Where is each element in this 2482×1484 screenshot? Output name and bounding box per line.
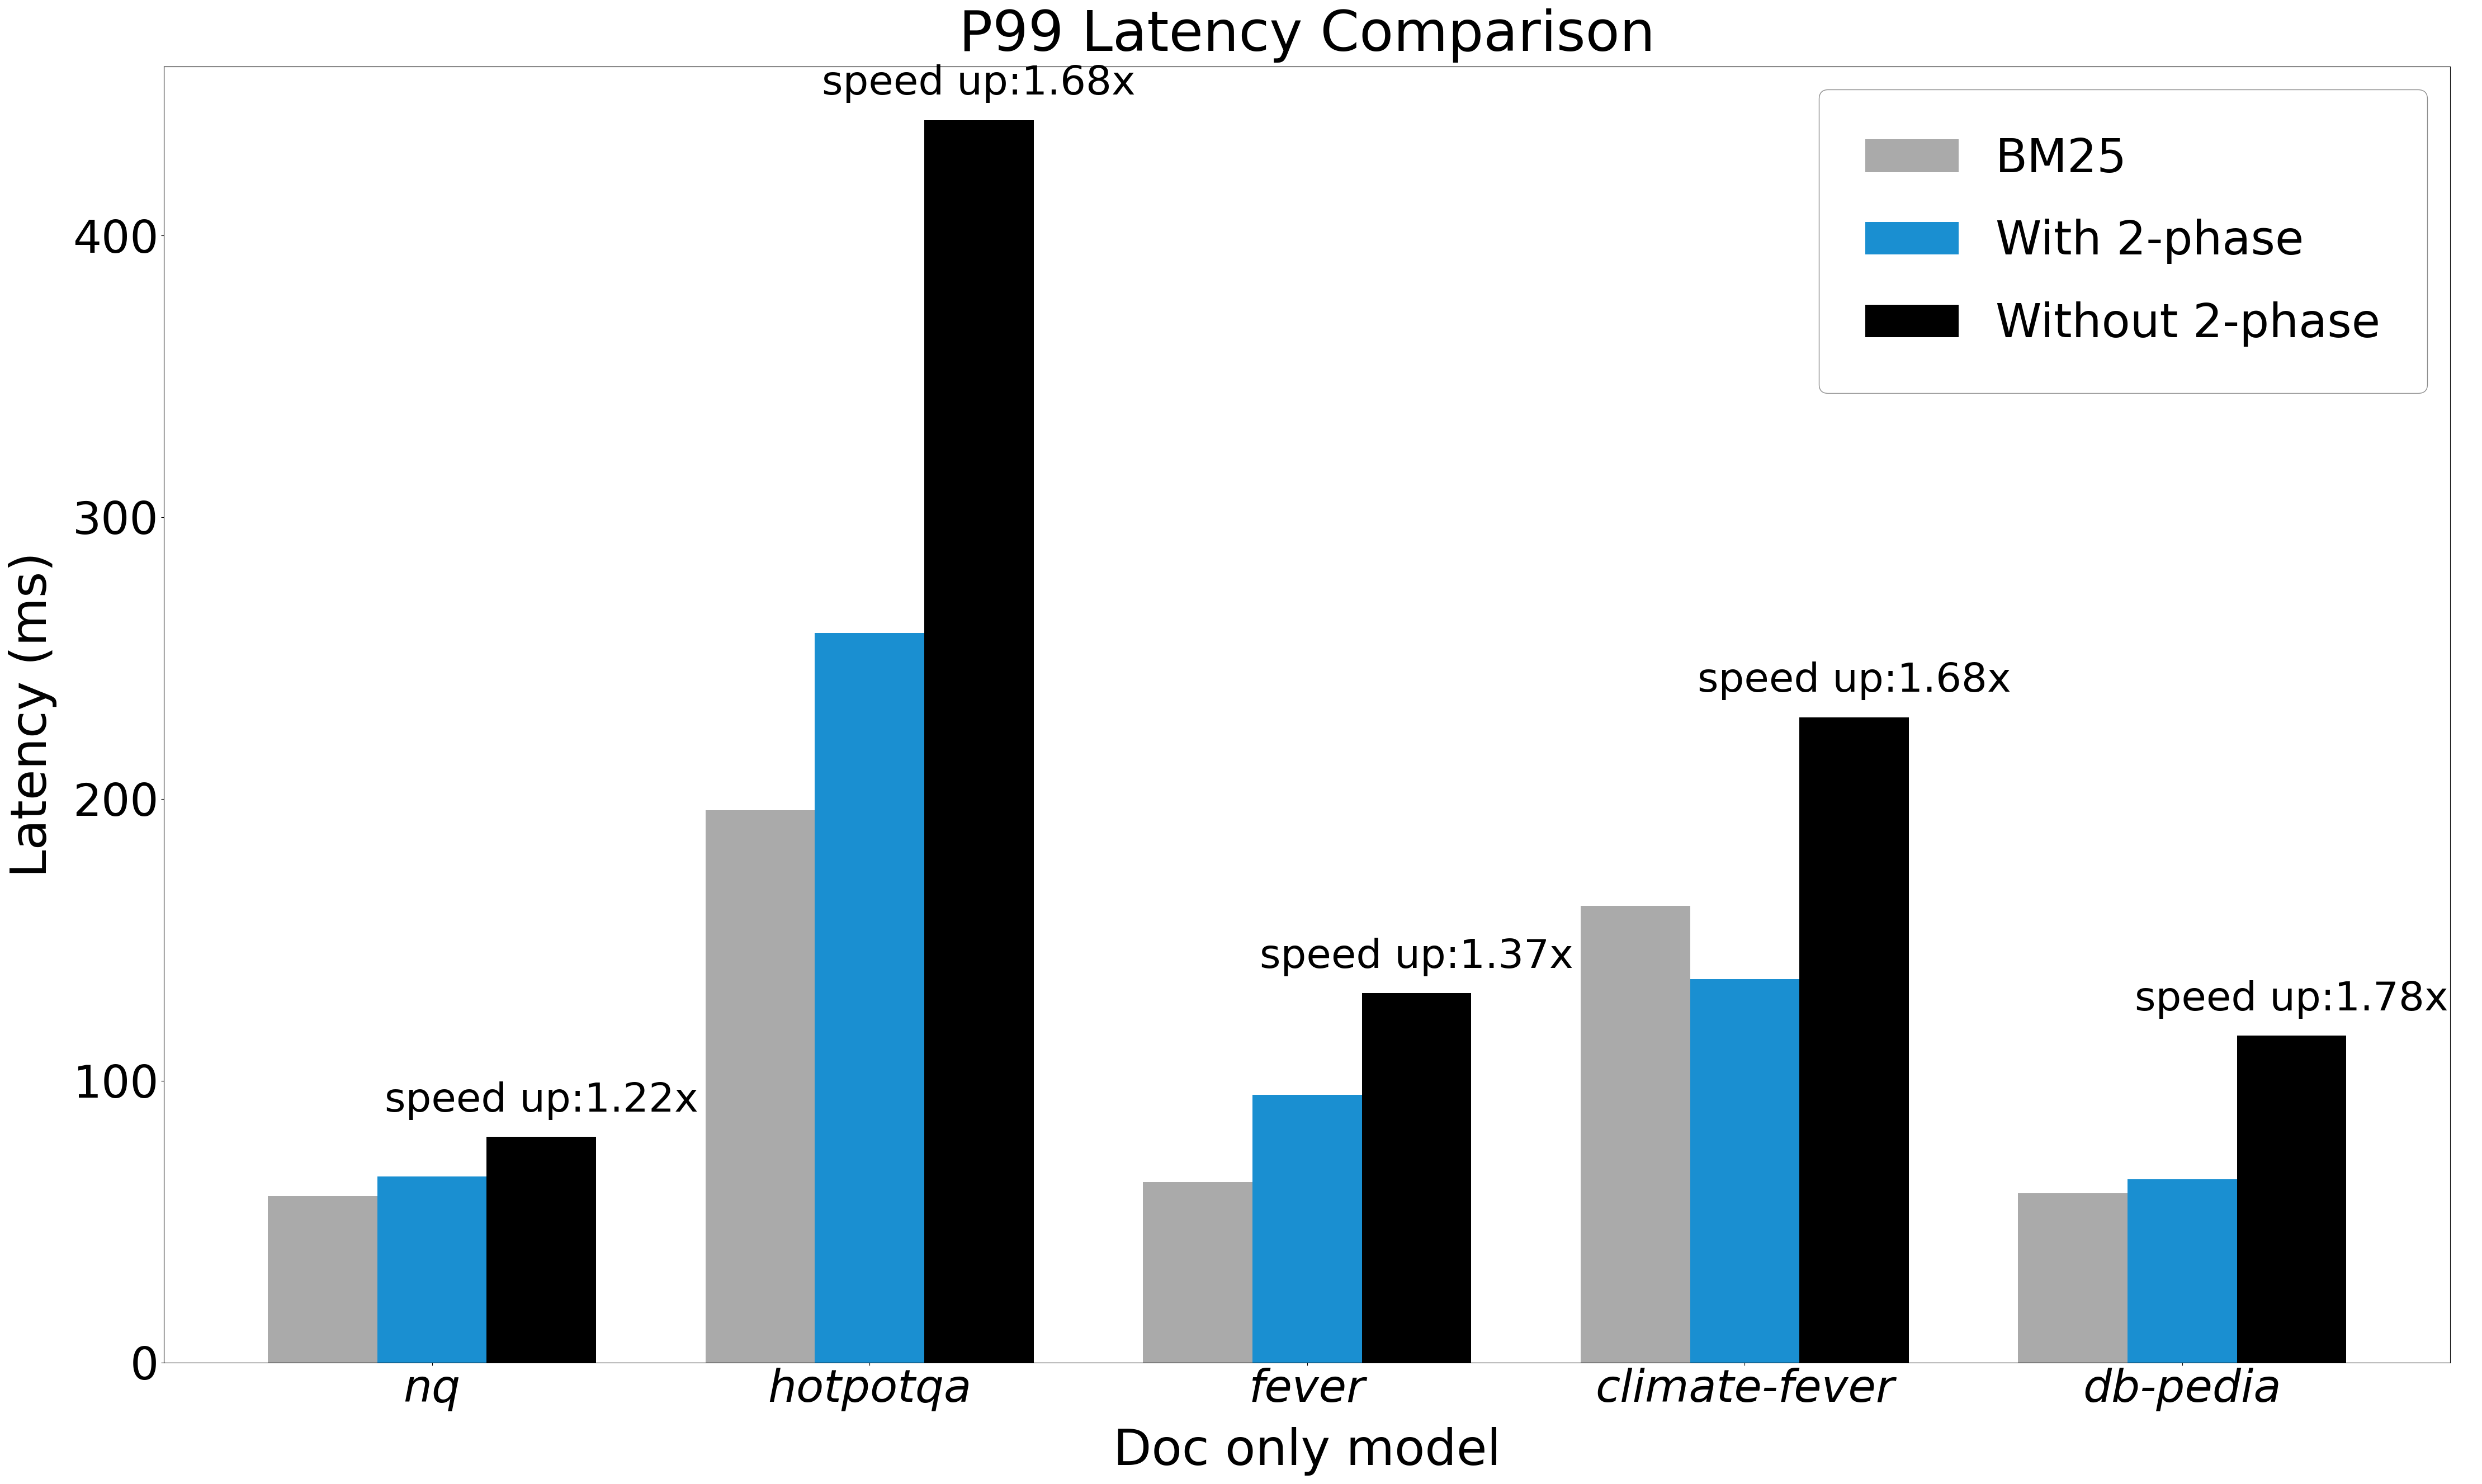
Bar xyxy=(814,632,923,1362)
Bar xyxy=(2018,1193,2127,1362)
Bar xyxy=(1144,1183,1253,1362)
Bar xyxy=(2127,1180,2236,1362)
Y-axis label: Latency (ms): Latency (ms) xyxy=(7,552,57,877)
Bar xyxy=(1690,979,1799,1362)
X-axis label: Doc only model: Doc only model xyxy=(1114,1428,1502,1475)
Bar xyxy=(705,810,814,1362)
Bar xyxy=(1363,993,1472,1362)
Text: speed up:1.78x: speed up:1.78x xyxy=(2135,979,2447,1018)
Bar xyxy=(486,1137,596,1362)
Bar xyxy=(2236,1036,2345,1362)
Bar xyxy=(1581,905,1690,1362)
Text: speed up:1.68x: speed up:1.68x xyxy=(1698,662,2010,700)
Bar xyxy=(1799,717,1909,1362)
Text: speed up:1.68x: speed up:1.68x xyxy=(822,64,1137,102)
Bar xyxy=(377,1177,486,1362)
Bar xyxy=(1253,1095,1363,1362)
Title: P99 Latency Comparison: P99 Latency Comparison xyxy=(958,9,1655,62)
Bar xyxy=(268,1196,377,1362)
Text: speed up:1.22x: speed up:1.22x xyxy=(385,1082,697,1120)
Text: speed up:1.37x: speed up:1.37x xyxy=(1261,938,1574,976)
Bar xyxy=(923,120,1033,1362)
Legend: BM25, With 2-phase, Without 2-phase: BM25, With 2-phase, Without 2-phase xyxy=(1819,89,2427,393)
